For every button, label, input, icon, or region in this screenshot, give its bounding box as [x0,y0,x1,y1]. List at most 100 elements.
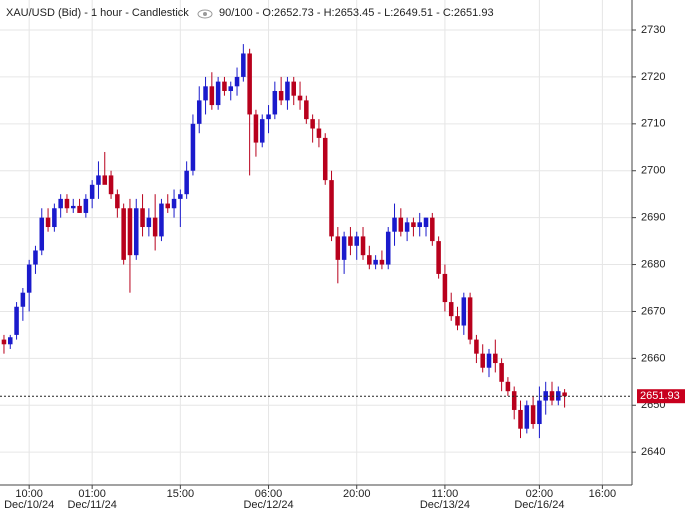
candle-body [493,353,498,364]
candle-body [108,175,114,195]
candle-body [228,86,234,91]
candle-body [190,123,196,171]
candle-body [360,236,366,256]
x-tick-label: 06:00 [255,488,283,500]
candle-body [442,273,448,303]
candle-body [96,175,101,185]
candle-body [33,250,38,265]
grid [0,0,632,485]
candle-body [203,86,208,101]
candle-body [209,86,215,106]
candle-body [222,81,227,91]
last-price-label: 2651.93 [640,390,680,402]
candle-body [58,198,63,209]
candle-body [499,363,504,382]
candle-body [285,81,290,101]
candle-body [26,264,32,293]
candle-body [518,409,523,429]
candle-body [354,236,359,246]
candle-body [537,400,542,425]
x-date-label: Dec/13/24 [420,499,470,508]
y-tick-label: 2680 [641,258,665,270]
candle-body [115,194,120,209]
candle-body [486,353,492,368]
candle-body [152,217,158,237]
candle-body [348,236,353,246]
candle-body [127,208,133,256]
x-tick-label: 16:00 [589,488,617,500]
candle-body [165,203,171,209]
candle-body [278,90,284,101]
candle-body [39,217,45,251]
candle-body [297,95,303,101]
candle-body [253,114,259,143]
candle-body [196,100,202,124]
candle-body [291,81,296,96]
x-tick-label: 20:00 [343,488,371,500]
x-date-label: Dec/16/24 [514,499,564,508]
candle-body [556,391,561,401]
candle-body [14,306,19,335]
candle-body [77,205,82,213]
candle-body [335,236,341,260]
candle-body [341,236,347,260]
candle-body [316,128,322,138]
candle-body [474,339,479,354]
candle-body [511,391,517,410]
x-tick-label: 11:00 [432,488,459,500]
candle-body [52,208,57,228]
candle-body [480,353,485,368]
candle-body [259,119,265,143]
candle-body [404,222,410,232]
candle-body [398,217,404,232]
last-price-box [637,389,685,404]
candle-body [367,255,372,265]
candle-body [430,217,435,242]
candle-body [392,217,397,232]
x-tick-label: 02:00 [526,488,554,500]
candle-body [184,170,189,195]
candle-body [322,137,328,181]
candle-body [461,297,467,326]
candle-body [140,208,145,228]
candle-body [133,208,139,256]
candle-body [562,392,567,397]
candle-body [266,114,271,120]
candle-body [20,292,26,307]
candle-body [64,198,70,209]
eye-icon [197,9,213,19]
x-tick-label: 01:00 [78,488,106,500]
y-tick-label: 2710 [641,118,665,130]
y-tick-label: 2640 [641,446,665,458]
candle-body [146,217,152,228]
y-tick-label: 2730 [641,24,665,36]
candle-body [524,405,530,429]
candle-body [373,259,378,265]
header: XAU/USD (Bid) - 1 hour - Candlestick 90/… [6,7,494,19]
x-date-label: Dec/11/24 [67,499,116,508]
y-tick-label: 2660 [641,352,665,364]
candle-body [530,405,536,425]
chart-title: XAU/USD (Bid) - 1 hour - Candlestick [6,7,189,19]
candle-body [379,259,385,265]
x-tick-label: 10:00 [15,488,43,500]
candle-body [272,90,278,115]
candle-body [329,180,334,237]
candle-body [467,297,473,340]
candle-body [234,76,240,87]
candle-body [505,381,511,392]
candle-body [8,337,13,345]
candle-body [423,217,429,228]
x-date-label: Dec/12/24 [243,499,293,508]
y-tick-label: 2670 [641,305,665,317]
candle-body [455,316,460,326]
candle-body [178,194,183,199]
candle-body [159,203,164,237]
x-date-label: Dec/10/24 [4,499,54,508]
candle-body [83,198,89,213]
chart-subtitle: 90/100 - O:2652.73 - H:2653.45 - L:2649.… [219,7,494,19]
candle-body [241,53,246,77]
candle-body [436,241,441,274]
candle-body [121,208,126,260]
candle-body [171,198,177,209]
